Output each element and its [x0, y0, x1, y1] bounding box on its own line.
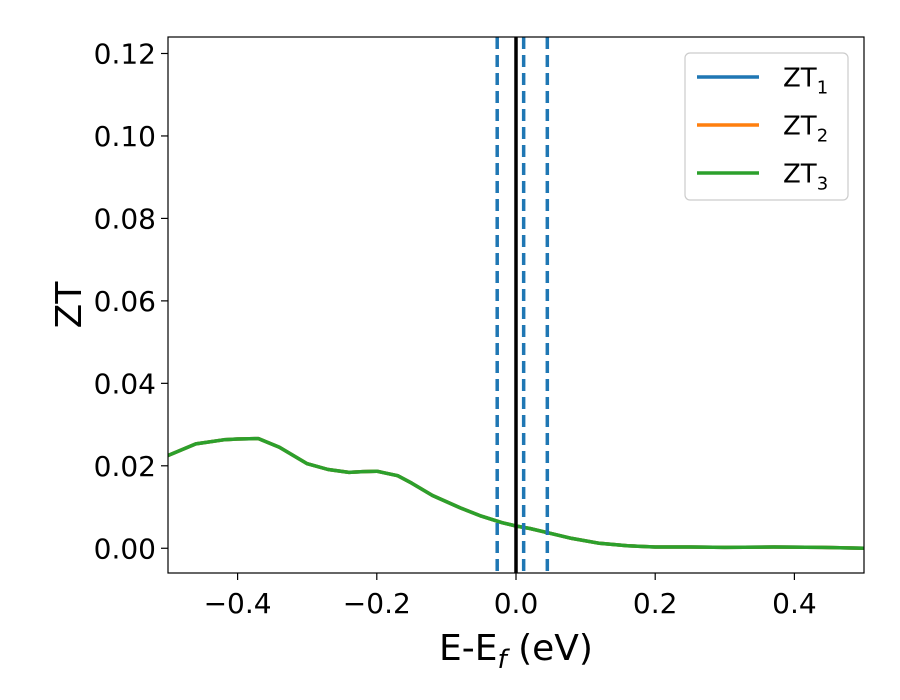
y-axis-label: ZT: [49, 281, 90, 329]
x-tick-label: 0.2: [633, 587, 678, 620]
x-tick-label: 0.0: [494, 587, 539, 620]
y-tick-label: 0.04: [94, 367, 156, 400]
y-tick-label: 0.12: [94, 38, 156, 71]
legend-label-zt2: ZT2: [783, 111, 828, 146]
x-tick-label: −0.4: [204, 587, 272, 620]
legend-label-zt1: ZT1: [783, 63, 828, 98]
legend-label-zt3: ZT3: [783, 159, 828, 194]
series-line-zt3: [168, 436, 864, 551]
y-tick-label: 0.06: [94, 285, 156, 318]
legend-box: [684, 52, 849, 201]
y-tick-label: 0.00: [94, 532, 156, 565]
y-tick-label: 0.10: [94, 120, 156, 153]
y-tick-label: 0.08: [94, 202, 156, 235]
legend: ZT1 ZT2 ZT3: [684, 52, 849, 201]
y-tick-label: 0.02: [94, 450, 156, 483]
x-tick-label: −0.2: [343, 587, 411, 620]
y-axis-ticks: 0.00 0.02 0.04 0.06 0.08 0.10 0.12: [94, 38, 168, 565]
x-axis-label: E-Ef (eV): [439, 628, 593, 675]
x-tick-label: 0.4: [772, 587, 817, 620]
plot-area: [168, 37, 864, 573]
x-axis-ticks: −0.4 −0.2 0.0 0.2 0.4: [204, 573, 817, 620]
